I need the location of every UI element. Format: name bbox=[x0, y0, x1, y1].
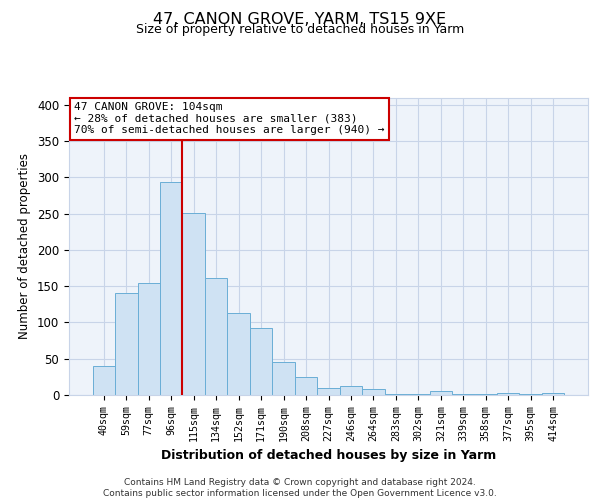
X-axis label: Distribution of detached houses by size in Yarm: Distribution of detached houses by size … bbox=[161, 449, 496, 462]
Text: 47, CANON GROVE, YARM, TS15 9XE: 47, CANON GROVE, YARM, TS15 9XE bbox=[154, 12, 446, 28]
Bar bbox=[182, 213, 205, 395]
Bar bbox=[295, 377, 317, 395]
Bar bbox=[250, 328, 272, 395]
Bar bbox=[160, 182, 182, 395]
Bar bbox=[542, 393, 565, 395]
Text: 47 CANON GROVE: 104sqm
← 28% of detached houses are smaller (383)
70% of semi-de: 47 CANON GROVE: 104sqm ← 28% of detached… bbox=[74, 102, 385, 135]
Bar bbox=[430, 392, 452, 395]
Bar bbox=[362, 389, 385, 395]
Bar bbox=[452, 394, 475, 395]
Text: Size of property relative to detached houses in Yarm: Size of property relative to detached ho… bbox=[136, 22, 464, 36]
Bar bbox=[115, 294, 137, 395]
Bar bbox=[520, 394, 542, 395]
Bar bbox=[340, 386, 362, 395]
Bar bbox=[385, 394, 407, 395]
Text: Contains HM Land Registry data © Crown copyright and database right 2024.
Contai: Contains HM Land Registry data © Crown c… bbox=[103, 478, 497, 498]
Bar bbox=[272, 362, 295, 395]
Bar bbox=[92, 366, 115, 395]
Bar bbox=[407, 394, 430, 395]
Bar bbox=[137, 282, 160, 395]
Bar bbox=[317, 388, 340, 395]
Bar bbox=[475, 394, 497, 395]
Y-axis label: Number of detached properties: Number of detached properties bbox=[19, 153, 31, 340]
Bar bbox=[227, 313, 250, 395]
Bar bbox=[205, 278, 227, 395]
Bar bbox=[497, 393, 520, 395]
